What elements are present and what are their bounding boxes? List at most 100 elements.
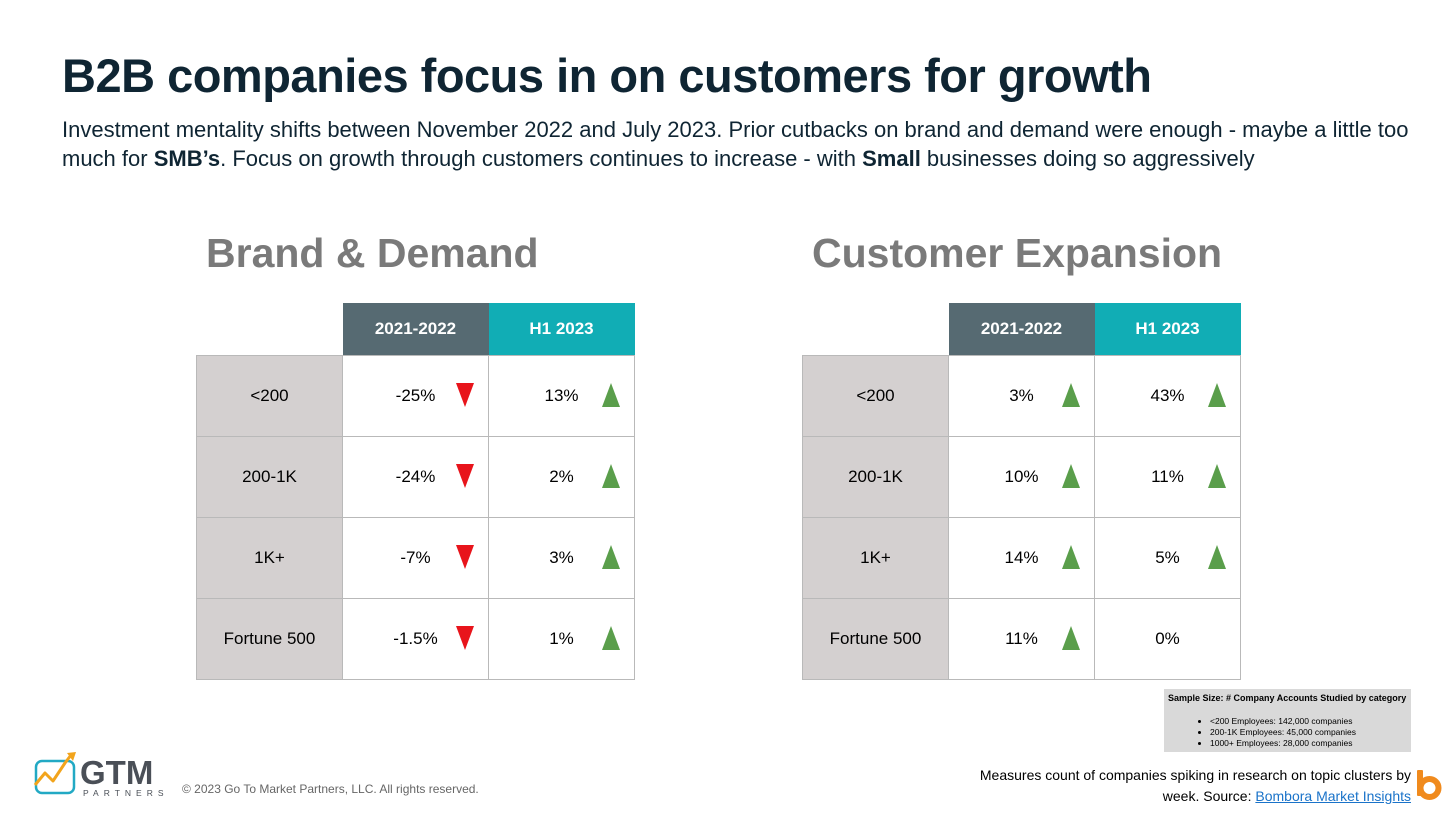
header-2021-2022: 2021-2022: [948, 303, 1095, 356]
value-h1-2023-cell: 11%: [1094, 436, 1241, 518]
row-label: <200: [196, 355, 343, 437]
row-label: Fortune 500: [802, 598, 949, 680]
value-2021-2022: -1.5%: [393, 629, 438, 648]
table-row: <200 -25% 13%: [196, 355, 635, 437]
cell-content: -24%: [343, 437, 488, 517]
trend-up-arrow-icon: [1062, 545, 1080, 569]
sample-size-box: Sample Size: # Company Accounts Studied …: [1164, 689, 1411, 752]
cell-content: 1%: [489, 599, 634, 679]
value-h1-2023: 11%: [1151, 467, 1184, 486]
customer-expansion-heading: Customer Expansion: [812, 230, 1223, 276]
sample-size-heading: Sample Size: # Company Accounts Studied …: [1168, 693, 1407, 703]
row-label: 200-1K: [196, 436, 343, 518]
value-h1-2023: 0%: [1155, 629, 1180, 648]
brand-demand-heading: Brand & Demand: [206, 230, 539, 276]
logo-wordmark: GTM: [80, 754, 153, 791]
methodology-note-line1: Measures count of companies spiking in r…: [979, 767, 1411, 783]
cell-content: 43%: [1095, 356, 1240, 436]
value-2021-2022: -25%: [395, 386, 436, 405]
sample-size-list: <200 Employees: 142,000 companies 200-1K…: [1192, 716, 1356, 749]
table-row: 1K+ 14% 5%: [802, 517, 1241, 599]
trend-down-arrow-icon: [456, 464, 474, 488]
table-header-row: 2021-2022 H1 2023: [197, 303, 635, 356]
value-2021-2022-cell: -24%: [342, 436, 489, 518]
table-row: 1K+ -7% 3%: [196, 517, 635, 599]
value-2021-2022: -24%: [395, 467, 436, 486]
value-2021-2022: 11%: [1005, 629, 1038, 648]
header-h1-2023: H1 2023: [488, 303, 635, 356]
row-label: 1K+: [196, 517, 343, 599]
row-label: 1K+: [802, 517, 949, 599]
table-row: Fortune 500 11% 0%: [802, 598, 1241, 680]
cell-content: 10%: [949, 437, 1094, 517]
row-label: 200-1K: [802, 436, 949, 518]
subtitle-part-2: . Focus on growth through customers cont…: [220, 146, 863, 171]
sample-size-item: 1000+ Employees: 28,000 companies: [1210, 738, 1356, 749]
trend-up-arrow-icon: [1062, 626, 1080, 650]
value-h1-2023: 3%: [549, 548, 574, 567]
value-2021-2022: 3%: [1009, 386, 1034, 405]
value-2021-2022-cell: -7%: [342, 517, 489, 599]
bombora-source-link[interactable]: Bombora Market Insights: [1255, 788, 1411, 804]
trend-down-arrow-icon: [456, 626, 474, 650]
value-2021-2022: -7%: [400, 548, 431, 567]
value-2021-2022-cell: 3%: [948, 355, 1095, 437]
trend-up-arrow-icon: [1208, 545, 1226, 569]
subtitle-part-1: Investment mentality shifts between Nove…: [62, 117, 1409, 171]
subtitle-emphasis-small: Small: [862, 146, 921, 171]
table-header-row: 2021-2022 H1 2023: [803, 303, 1241, 356]
header-2021-2022: 2021-2022: [342, 303, 489, 356]
table-row: 200-1K 10% 11%: [802, 436, 1241, 518]
page-title: B2B companies focus in on customers for …: [62, 49, 1152, 102]
brand-demand-table: 2021-2022 H1 2023 <200 -25% 13% 200-1K -24% 2…: [196, 303, 635, 680]
value-2021-2022: 14%: [1004, 548, 1039, 567]
cell-content: 5%: [1095, 518, 1240, 598]
value-h1-2023: 5%: [1155, 548, 1180, 567]
bombora-b-icon: [1417, 770, 1442, 800]
cell-content: 11%: [1095, 437, 1240, 517]
copyright-notice: © 2023 Go To Market Partners, LLC. All r…: [182, 782, 479, 796]
trend-up-arrow-icon: [1208, 383, 1226, 407]
value-h1-2023-cell: 3%: [488, 517, 635, 599]
methodology-note: Measures count of companies spiking in r…: [891, 765, 1411, 807]
cell-content: 13%: [489, 356, 634, 436]
value-h1-2023: 2%: [549, 467, 574, 486]
value-h1-2023-cell: 43%: [1094, 355, 1241, 437]
value-h1-2023-cell: 13%: [488, 355, 635, 437]
trend-up-arrow-icon: [602, 383, 620, 407]
value-h1-2023: 43%: [1150, 386, 1185, 405]
value-2021-2022-cell: 11%: [948, 598, 1095, 680]
value-2021-2022: 10%: [1004, 467, 1039, 486]
page-subtitle: Investment mentality shifts between Nove…: [62, 115, 1422, 173]
value-h1-2023-cell: 2%: [488, 436, 635, 518]
trend-up-arrow-icon: [1062, 464, 1080, 488]
cell-content: 11%: [949, 599, 1094, 679]
trend-up-arrow-icon: [1062, 383, 1080, 407]
value-2021-2022-cell: 14%: [948, 517, 1095, 599]
trend-up-arrow-icon: [1208, 464, 1226, 488]
trend-down-arrow-icon: [456, 545, 474, 569]
trend-up-arrow-icon: [602, 626, 620, 650]
customer-expansion-table: 2021-2022 H1 2023 <200 3% 43% 200-1K 10% 11% 1…: [802, 303, 1241, 680]
trend-up-arrow-icon: [602, 545, 620, 569]
value-h1-2023-cell: 5%: [1094, 517, 1241, 599]
cell-content: 3%: [489, 518, 634, 598]
cell-content: -25%: [343, 356, 488, 436]
row-label: Fortune 500: [196, 598, 343, 680]
subtitle-part-3: businesses doing so aggressively: [920, 146, 1255, 171]
trend-down-arrow-icon: [456, 383, 474, 407]
gtm-partners-logo: GTM PARTNERS: [33, 751, 173, 804]
value-2021-2022-cell: -1.5%: [342, 598, 489, 680]
header-h1-2023: H1 2023: [1094, 303, 1241, 356]
cell-content: 14%: [949, 518, 1094, 598]
value-2021-2022-cell: 10%: [948, 436, 1095, 518]
value-h1-2023-cell: 0%: [1094, 598, 1241, 680]
value-2021-2022-cell: -25%: [342, 355, 489, 437]
gtm-growth-chart-icon: GTM PARTNERS: [33, 752, 169, 798]
cell-content: 0%: [1095, 599, 1240, 679]
methodology-note-line2: week. Source:: [1162, 788, 1256, 804]
value-h1-2023-cell: 1%: [488, 598, 635, 680]
logo-tagline: PARTNERS: [83, 788, 169, 798]
table-row: <200 3% 43%: [802, 355, 1241, 437]
value-h1-2023: 13%: [544, 386, 579, 405]
